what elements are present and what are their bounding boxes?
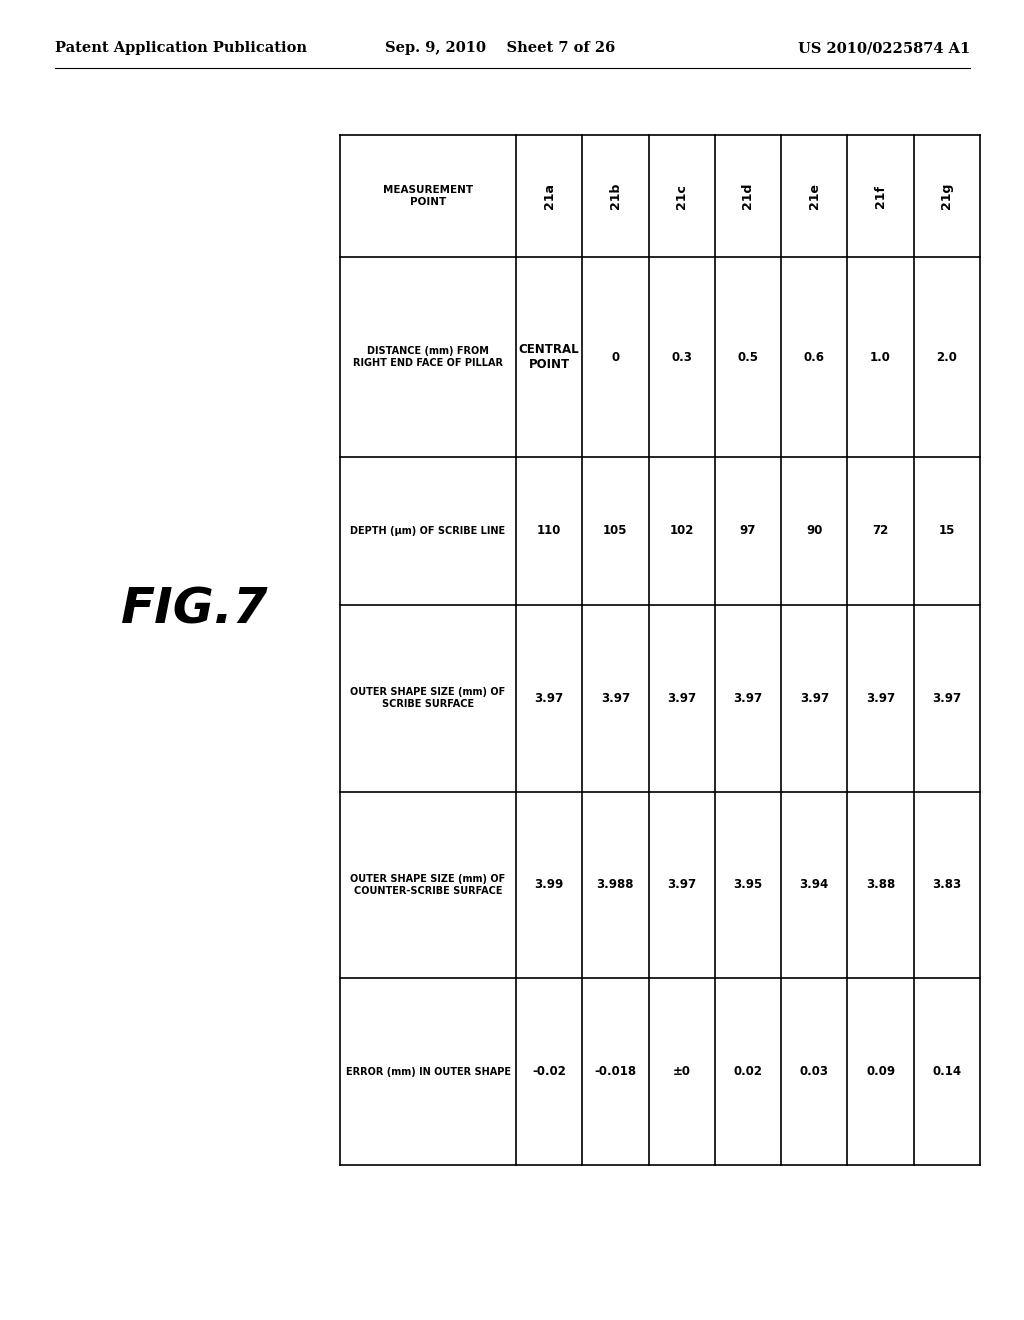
Text: -0.018: -0.018 [594,1065,637,1078]
Text: 21c: 21c [675,183,688,209]
Text: ±0: ±0 [673,1065,691,1078]
Text: 3.988: 3.988 [597,879,634,891]
Text: 21e: 21e [808,183,821,209]
Text: Patent Application Publication: Patent Application Publication [55,41,307,55]
Text: 0.03: 0.03 [800,1065,828,1078]
Text: 3.83: 3.83 [932,879,962,891]
Text: 3.97: 3.97 [668,879,696,891]
Text: 3.97: 3.97 [601,692,630,705]
Text: -0.02: -0.02 [532,1065,566,1078]
Text: 3.95: 3.95 [733,879,763,891]
Text: Sep. 9, 2010    Sheet 7 of 26: Sep. 9, 2010 Sheet 7 of 26 [385,41,615,55]
Text: 1.0: 1.0 [870,351,891,363]
Text: 15: 15 [939,524,955,537]
Text: FIG.7: FIG.7 [121,586,268,634]
Text: OUTER SHAPE SIZE (mm) OF
COUNTER-SCRIBE SURFACE: OUTER SHAPE SIZE (mm) OF COUNTER-SCRIBE … [350,874,506,896]
Text: 21f: 21f [874,185,887,207]
Text: 21a: 21a [543,183,556,209]
Text: 105: 105 [603,524,628,537]
Text: 3.99: 3.99 [535,879,564,891]
Text: DISTANCE (mm) FROM
RIGHT END FACE OF PILLAR: DISTANCE (mm) FROM RIGHT END FACE OF PIL… [353,346,503,368]
Text: 0.3: 0.3 [672,351,692,363]
Text: 21g: 21g [940,183,953,210]
Text: OUTER SHAPE SIZE (mm) OF
SCRIBE SURFACE: OUTER SHAPE SIZE (mm) OF SCRIBE SURFACE [350,688,506,709]
Text: 110: 110 [537,524,561,537]
Text: DEPTH (μm) OF SCRIBE LINE: DEPTH (μm) OF SCRIBE LINE [350,525,506,536]
Text: 0.6: 0.6 [804,351,824,363]
Text: 90: 90 [806,524,822,537]
Text: 21b: 21b [609,183,622,210]
Text: 3.97: 3.97 [800,692,828,705]
Text: 0.02: 0.02 [733,1065,763,1078]
Text: 3.97: 3.97 [733,692,763,705]
Text: 0.09: 0.09 [866,1065,895,1078]
Text: MEASUREMENT
POINT: MEASUREMENT POINT [383,185,473,207]
Text: 72: 72 [872,524,889,537]
Text: 2.0: 2.0 [936,351,957,363]
Text: 3.97: 3.97 [932,692,962,705]
Text: 3.97: 3.97 [866,692,895,705]
Text: 21d: 21d [741,183,755,210]
Text: ERROR (mm) IN OUTER SHAPE: ERROR (mm) IN OUTER SHAPE [345,1067,511,1077]
Text: 3.97: 3.97 [668,692,696,705]
Text: 97: 97 [739,524,756,537]
Text: 3.97: 3.97 [535,692,563,705]
Text: 102: 102 [670,524,694,537]
Text: US 2010/0225874 A1: US 2010/0225874 A1 [798,41,970,55]
Text: 3.88: 3.88 [866,879,895,891]
Text: 3.94: 3.94 [800,879,828,891]
Text: CENTRAL
POINT: CENTRAL POINT [519,343,580,371]
Text: 0: 0 [611,351,620,363]
Text: 0.5: 0.5 [737,351,759,363]
Text: 0.14: 0.14 [932,1065,962,1078]
